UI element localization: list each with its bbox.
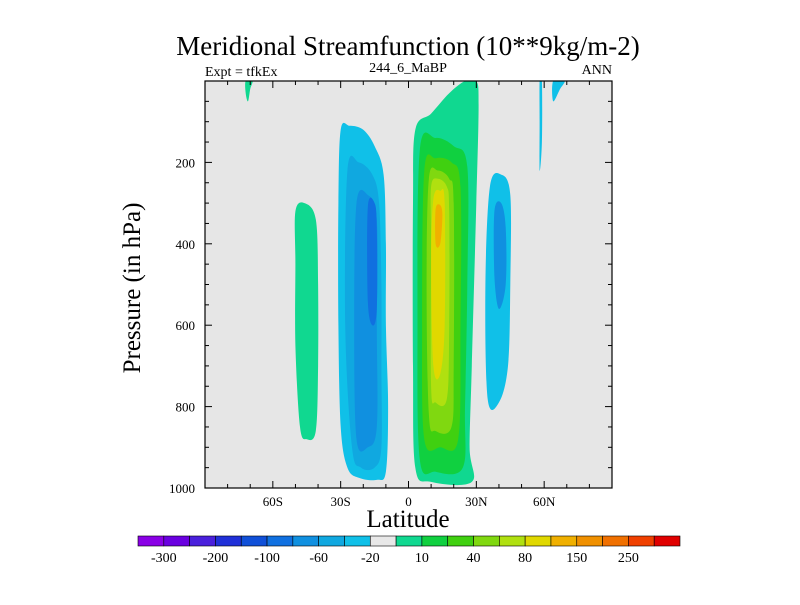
colorbar-label: 40 — [467, 551, 481, 566]
tick-label-layer: 60S 30S 0 30N 60N 200 400 600 800 1000 — [169, 155, 556, 509]
contour-region-0 — [245, 81, 253, 102]
colorbar-swatch — [137, 535, 165, 547]
contour-region-1 — [294, 202, 319, 441]
x-tick-label: 0 — [405, 494, 412, 509]
contour-region-16 — [552, 81, 565, 102]
colorbar-swatch — [576, 535, 603, 547]
colorbar-swatch — [421, 535, 449, 547]
colorbar-swatch — [395, 535, 423, 547]
colorbar-swatch — [628, 535, 655, 547]
contour-layer — [245, 81, 565, 486]
y-tick-label: 600 — [176, 318, 196, 333]
chart-subtitle-right: ANN — [582, 63, 612, 78]
contour-region-11 — [431, 188, 446, 380]
contour-region-15 — [539, 81, 543, 171]
colorbar-label: -60 — [309, 551, 328, 566]
colorbar-swatch — [215, 535, 242, 547]
contour-region-5 — [367, 197, 378, 326]
colorbar-swatch — [473, 535, 500, 547]
colorbar-label: -100 — [254, 551, 280, 566]
colorbar-swatch — [602, 535, 629, 547]
colorbar-swatch — [266, 535, 294, 547]
colorbar-swatch — [292, 535, 319, 547]
x-tick-label: 30N — [465, 494, 488, 509]
colorbar-label: -20 — [361, 551, 380, 566]
colorbar-swatch — [163, 535, 190, 547]
colorbar-swatch — [447, 535, 474, 547]
colorbar-swatch — [524, 535, 552, 547]
contour-region-14 — [493, 201, 507, 310]
chart-title: Meridional Streamfunction (10**9kg/m-2) — [176, 31, 639, 61]
colorbar-swatch — [653, 535, 681, 547]
chart-subtitle-left: Expt = tfkEx — [205, 65, 277, 80]
x-tick-label: 30S — [331, 494, 351, 509]
x-tick-label: 60N — [533, 494, 556, 509]
colorbar-swatch — [189, 535, 216, 547]
y-tick-label: 1000 — [169, 481, 195, 496]
colorbar-swatch — [344, 535, 371, 547]
colorbar: -300 -200 -100 -60 -20 10 40 80 150 250 — [137, 535, 681, 566]
plot-area — [205, 81, 612, 488]
contour-region-12 — [435, 204, 443, 248]
colorbar-swatch — [318, 535, 345, 547]
colorbar-swatch — [369, 535, 397, 547]
y-tick-label: 800 — [176, 400, 196, 415]
colorbar-label: 10 — [415, 551, 429, 566]
x-tick-label: 60S — [263, 494, 283, 509]
y-tick-label: 400 — [176, 237, 196, 252]
axes-layer — [204, 80, 613, 489]
colorbar-label: -200 — [203, 551, 229, 566]
chart-subtitle-center: 244_6_MaBP — [369, 61, 447, 76]
colorbar-label: 150 — [566, 551, 587, 566]
colorbar-label: 250 — [618, 551, 639, 566]
colorbar-swatch — [550, 535, 578, 547]
y-tick-label: 200 — [176, 155, 196, 170]
colorbar-label: -300 — [151, 551, 177, 566]
y-axis-label: Pressure (in hPa) — [119, 203, 146, 374]
colorbar-label: 80 — [518, 551, 532, 566]
colorbar-swatch — [240, 535, 268, 547]
colorbar-swatch — [499, 535, 526, 547]
x-axis-label: Latitude — [366, 506, 449, 533]
